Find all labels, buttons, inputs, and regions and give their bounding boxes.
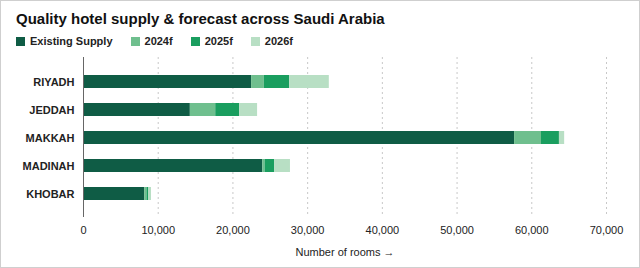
svg-text:20,000: 20,000: [216, 224, 250, 236]
html-text:2024f: 2024f: [144, 35, 173, 47]
html-text:Quality hotel supply & forecas: Quality hotel supply & forecast across S…: [16, 10, 385, 27]
svg-text:Number of rooms →: Number of rooms →: [295, 246, 394, 258]
svg-text:MAKKAH: MAKKAH: [26, 132, 75, 144]
svg-text:70,000: 70,000: [590, 224, 624, 236]
html-text:Existing Supply: Existing Supply: [30, 35, 113, 47]
html-text:2025f: 2025f: [204, 35, 233, 47]
svg-text:0: 0: [80, 224, 86, 236]
svg-text:MADINAH: MADINAH: [23, 160, 75, 172]
svg-text:50,000: 50,000: [440, 224, 474, 236]
svg-text:30,000: 30,000: [291, 224, 325, 236]
html-text:2026f: 2026f: [264, 35, 293, 47]
svg-text:JEDDAH: JEDDAH: [29, 104, 74, 116]
svg-text:40,000: 40,000: [366, 224, 400, 236]
svg-text:RIYADH: RIYADH: [33, 76, 74, 88]
svg-text:KHOBAR: KHOBAR: [26, 188, 74, 200]
svg-text:10,000: 10,000: [141, 224, 175, 236]
svg-text:60,000: 60,000: [515, 224, 549, 236]
